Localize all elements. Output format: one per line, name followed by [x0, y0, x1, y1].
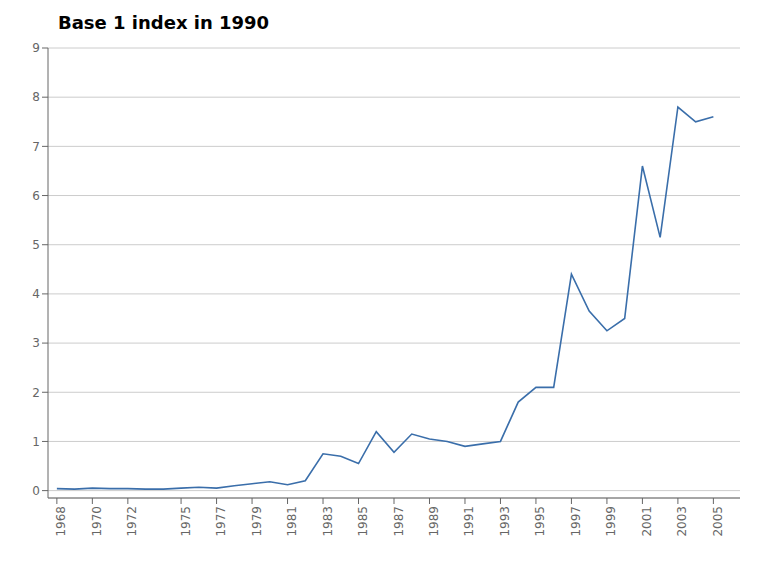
- svg-text:1977: 1977: [214, 506, 228, 537]
- svg-text:1970: 1970: [90, 506, 104, 537]
- svg-text:1985: 1985: [356, 506, 370, 537]
- svg-text:1999: 1999: [604, 506, 618, 537]
- svg-text:6: 6: [32, 189, 40, 203]
- svg-text:1995: 1995: [533, 506, 547, 537]
- svg-text:5: 5: [32, 238, 40, 252]
- svg-text:1997: 1997: [569, 506, 583, 537]
- svg-text:2005: 2005: [711, 506, 725, 537]
- svg-text:1991: 1991: [462, 506, 476, 537]
- svg-text:1981: 1981: [285, 506, 299, 537]
- svg-text:1993: 1993: [498, 506, 512, 537]
- svg-text:7: 7: [32, 140, 40, 154]
- svg-text:2: 2: [32, 386, 40, 400]
- svg-text:3: 3: [32, 336, 40, 350]
- svg-text:1979: 1979: [250, 506, 264, 537]
- svg-text:0: 0: [32, 484, 40, 498]
- svg-text:9: 9: [32, 41, 40, 55]
- svg-text:8: 8: [32, 90, 40, 104]
- svg-text:2003: 2003: [675, 506, 689, 537]
- svg-text:4: 4: [32, 287, 40, 301]
- svg-text:1968: 1968: [54, 506, 68, 537]
- html-text:Base 1 index in 1990: Base 1 index in 1990: [58, 12, 270, 33]
- svg-text:2001: 2001: [640, 506, 654, 537]
- svg-text:1989: 1989: [427, 506, 441, 537]
- svg-text:1972: 1972: [125, 506, 139, 537]
- svg-text:1: 1: [32, 435, 40, 449]
- svg-text:1987: 1987: [392, 506, 406, 537]
- svg-text:1983: 1983: [321, 506, 335, 537]
- svg-text:1975: 1975: [179, 506, 193, 537]
